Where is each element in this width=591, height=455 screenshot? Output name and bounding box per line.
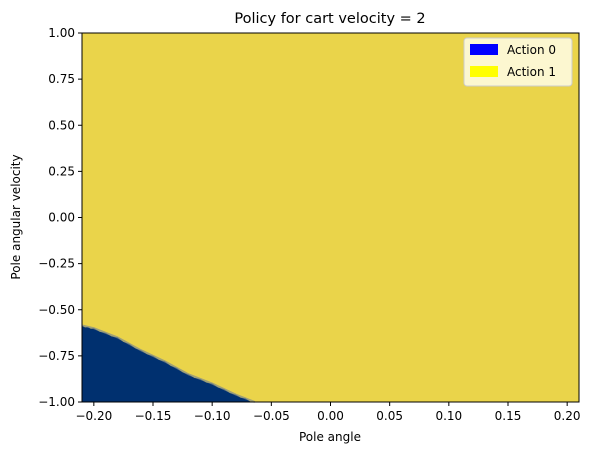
legend-swatch-action-0: [470, 44, 498, 55]
x-tick-label: 0.00: [317, 409, 344, 423]
legend-label-action-0: Action 0: [507, 43, 556, 57]
plot-area: [81, 32, 580, 403]
chart-title: Policy for cart velocity = 2: [234, 11, 425, 27]
x-tick-label: −0.05: [253, 409, 290, 423]
x-tick-label: 0.10: [435, 409, 462, 423]
y-tick-label: −1.00: [38, 395, 75, 409]
action-0-region: [82, 325, 255, 402]
x-tick-label: −0.15: [135, 409, 172, 423]
action-0-boundary: [81, 324, 256, 403]
y-axis-label: Pole angular velocity: [9, 154, 23, 279]
y-tick-label: −0.50: [38, 303, 75, 317]
legend-swatch-action-1: [470, 66, 498, 77]
x-tick-label: 0.05: [376, 409, 403, 423]
y-axis: −1.00 −0.75 −0.50 −0.25 0.00 0.25 0.50 0.75 1.00: [38, 26, 82, 409]
x-axis: −0.20 −0.15 −0.10 −0.05 0.00 0.05 0.10 0.15 0.20: [75, 402, 581, 423]
x-tick-label: 0.15: [495, 409, 522, 423]
x-tick-label: 0.20: [554, 409, 581, 423]
x-tick-label: −0.10: [194, 409, 231, 423]
y-tick-label: −0.75: [38, 349, 75, 363]
action-1-region: [82, 33, 579, 402]
y-tick-label: 0.50: [48, 118, 75, 132]
y-tick-label: 0.25: [48, 164, 75, 178]
legend-label-action-1: Action 1: [507, 65, 556, 79]
y-tick-label: 1.00: [48, 26, 75, 40]
y-tick-label: 0.75: [48, 72, 75, 86]
x-tick-label: −0.20: [75, 409, 112, 423]
y-tick-label: 0.00: [48, 211, 75, 225]
y-tick-label: −0.25: [38, 257, 75, 271]
legend: Action 0 Action 1: [463, 37, 573, 87]
x-axis-label: Pole angle: [299, 430, 361, 444]
